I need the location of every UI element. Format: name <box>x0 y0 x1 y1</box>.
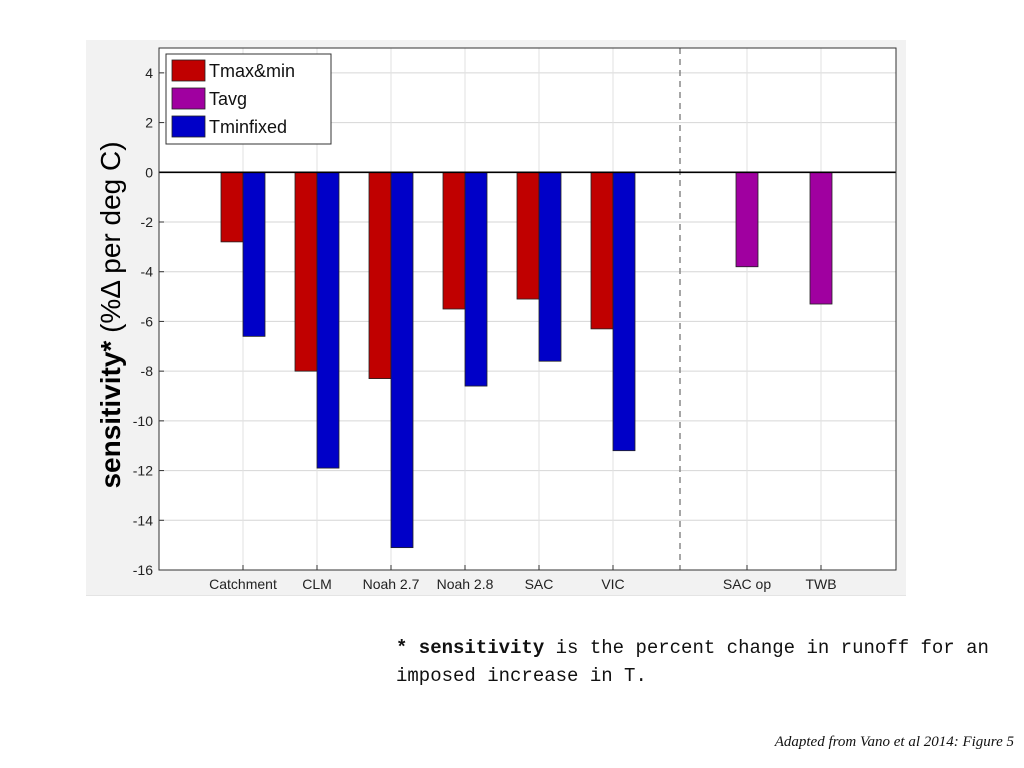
legend-swatch <box>171 59 206 82</box>
y-axis-label: sensitivity* (%Δ per deg C) <box>95 141 127 488</box>
x-tick-label: VIC <box>601 576 624 592</box>
footnote-text: is the percent change in runoff for an i… <box>396 637 989 687</box>
x-tick-label: SAC op <box>723 576 771 592</box>
x-tick-label: Noah 2.7 <box>363 576 420 592</box>
bar-tminfixed <box>538 171 562 362</box>
bar-tmax-min <box>368 171 392 380</box>
bar-tmax-min <box>590 171 614 330</box>
y-tick-label: -6 <box>141 313 154 329</box>
footnote-term: * sensitivity <box>396 637 545 659</box>
y-tick-label: -12 <box>133 463 153 479</box>
y-tick-label: -10 <box>133 413 153 429</box>
bar-tminfixed <box>612 171 636 452</box>
bar-tminfixed <box>242 171 266 337</box>
legend-swatch <box>171 115 206 138</box>
y-tick-label: -4 <box>141 264 154 280</box>
y-axis-label-bold: sensitivity* <box>95 340 126 489</box>
x-tick-label: SAC <box>525 576 554 592</box>
bar-tminfixed <box>464 171 488 387</box>
y-tick-label: -8 <box>141 363 154 379</box>
bar-tavg <box>809 171 833 305</box>
y-tick-label: -16 <box>133 562 153 578</box>
x-tick-label: Catchment <box>209 576 277 592</box>
legend-label: Tavg <box>209 89 247 109</box>
source-citation: Adapted from Vano et al 2014: Figure 5 <box>774 734 1014 750</box>
legend-label: Tmax&min <box>209 61 295 81</box>
legend-label: Tminfixed <box>209 117 287 137</box>
bar-tminfixed <box>316 171 340 469</box>
y-tick-label: -14 <box>133 512 153 528</box>
y-tick-label: -2 <box>141 214 154 230</box>
bar-tavg <box>735 171 759 268</box>
y-axis-label-rest: (%Δ per deg C) <box>95 141 126 341</box>
y-tick-label: 4 <box>145 65 153 81</box>
y-tick-label: 0 <box>145 164 153 180</box>
bar-chart: 4 2 0 -2 -4 -6 -8 -10 -12 -14 -16 Catchment CLM Noah … <box>133 47 897 592</box>
plot-border <box>158 47 897 571</box>
bar-tminfixed <box>390 171 414 549</box>
chart-panel: 4 2 0 -2 -4 -6 -8 -10 -12 -14 -16 Catchment CLM Noah … <box>86 40 906 596</box>
bar-tmax-min <box>294 171 318 372</box>
bar-tmax-min <box>516 171 540 300</box>
legend-swatch <box>171 87 206 110</box>
y-tick-label: 2 <box>145 115 153 131</box>
bar-tmax-min <box>220 171 244 243</box>
x-tick-label: TWB <box>805 576 836 592</box>
x-tick-label: CLM <box>302 576 332 592</box>
footnote: * sensitivity is the percent change in r… <box>396 634 1016 690</box>
bar-tmax-min <box>442 171 466 310</box>
x-tick-label: Noah 2.8 <box>437 576 494 592</box>
